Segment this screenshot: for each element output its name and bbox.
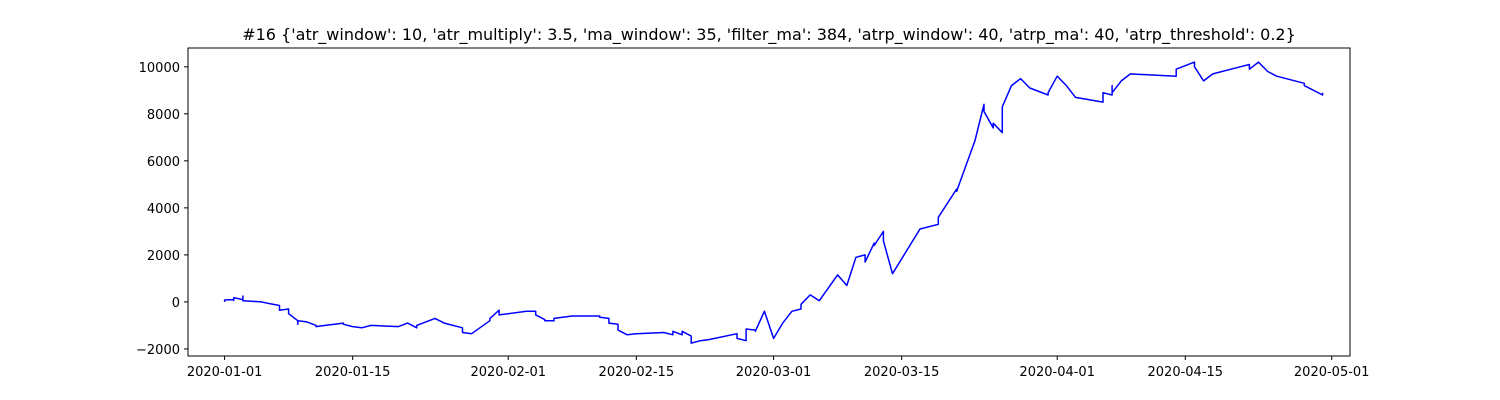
x-tick-label: 2020-04-01 <box>1019 365 1095 380</box>
x-axis: 2020-01-01 2020-01-15 2020-02-01 2020-02-15… <box>187 356 1370 380</box>
y-tick-label: 10000 <box>139 61 180 76</box>
x-tick-label: 2020-05-01 <box>1294 365 1370 380</box>
x-tick-label: 2020-03-01 <box>736 365 812 380</box>
x-tick-label: 2020-02-01 <box>470 365 546 380</box>
y-axis: −2000 0 2000 4000 6000 8000 10000 <box>136 61 188 358</box>
x-tick-label: 2020-03-15 <box>864 365 940 380</box>
y-tick-label: 8000 <box>147 108 180 123</box>
series-group <box>223 61 1324 344</box>
plot-frame <box>187 47 1351 357</box>
series-line-0 <box>223 61 1324 344</box>
y-tick-label: 0 <box>172 296 180 311</box>
y-tick-label: 6000 <box>147 155 180 170</box>
chart-title: #16 {'atr_window': 10, 'atr_multiply': 3… <box>242 25 1296 45</box>
x-tick-label: 2020-01-01 <box>187 365 263 380</box>
y-tick-label: 2000 <box>147 249 180 264</box>
y-tick-label: −2000 <box>136 343 180 358</box>
x-tick-label: 2020-01-15 <box>315 365 391 380</box>
x-tick-label: 2020-04-15 <box>1148 365 1224 380</box>
y-tick-label: 4000 <box>147 202 180 217</box>
x-tick-label: 2020-02-15 <box>599 365 675 380</box>
